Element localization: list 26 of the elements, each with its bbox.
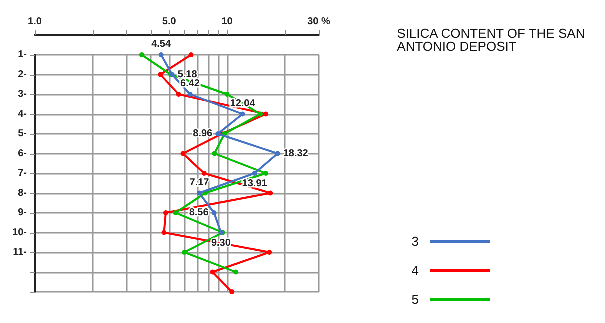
data-label: 5.18 (178, 69, 198, 80)
legend-label: 5 (412, 292, 419, 307)
y-tick-label: 4- (18, 108, 27, 120)
x-tick-label: 10 (222, 16, 234, 28)
y-tick-label: 8- (18, 188, 27, 199)
y-tick-label: 3- (18, 89, 27, 100)
data-label: 4.54 (152, 39, 172, 50)
data-label: 18.32 (283, 148, 309, 160)
x-tick-label: 30 % (308, 16, 331, 28)
y-tick-label: 10- (12, 227, 27, 238)
y-tick-label: 1- (18, 50, 27, 60)
y-tick-label: 11- (13, 247, 27, 258)
data-label: 8.96 (193, 128, 214, 140)
data-label: 7.17 (190, 177, 210, 188)
y-tick-label: 2- (18, 69, 27, 80)
legend-label: 4 (412, 263, 419, 278)
y-tick-label: 9- (18, 208, 27, 218)
x-tick-label: 5.0 (162, 16, 177, 28)
legend-label: 3 (412, 234, 419, 249)
text: SILICA CONTENT OF THE SAN ANTONIO DEPOSIT (397, 26, 589, 54)
y-tick-label: 6- (18, 148, 27, 160)
data-label: 8.56 (189, 208, 210, 218)
y-tick-label: 7- (18, 168, 27, 179)
y-tick-label: 5- (18, 128, 27, 140)
x-tick-label: 1.0 (28, 16, 42, 28)
data-label: 13.91 (242, 178, 268, 190)
